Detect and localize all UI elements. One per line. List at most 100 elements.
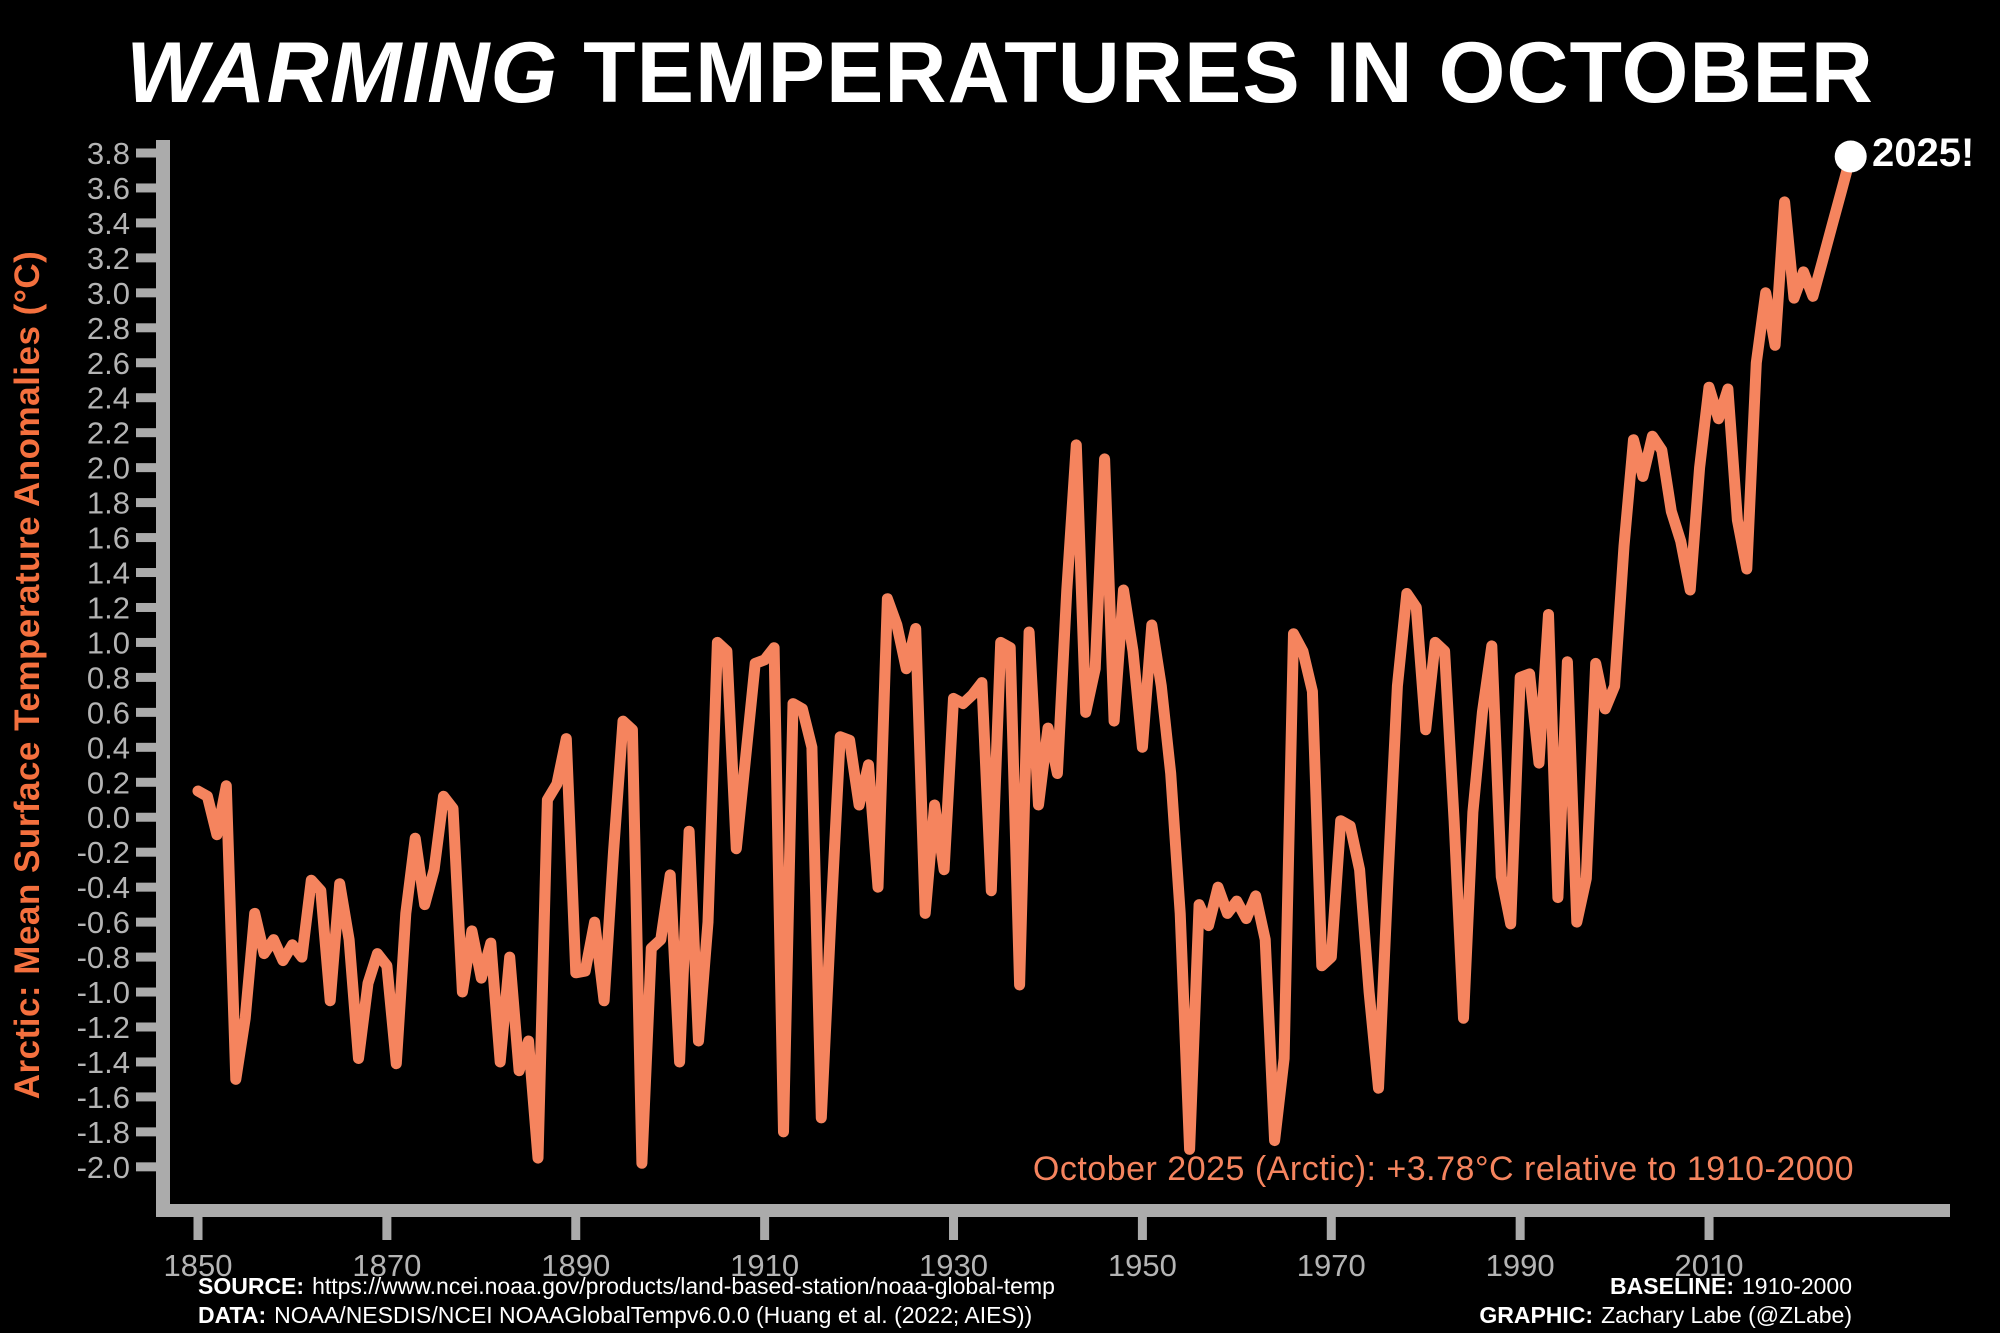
x-tick [193, 1217, 203, 1240]
y-tick-label: 0.6 [87, 695, 130, 730]
y-tick-label: -1.4 [77, 1045, 130, 1080]
y-tick-label: 1.0 [87, 625, 130, 660]
y-tick-label: 3.2 [87, 241, 130, 276]
footer-credit-block: BASELINE: 1910-2000 GRAPHIC: Zachary Labe … [1479, 1272, 1852, 1330]
y-tick [136, 672, 156, 682]
y-tick-label: 1.6 [87, 521, 130, 556]
y-tick [136, 1092, 156, 1102]
y-tick [136, 1057, 156, 1067]
y-tick-label: 2.8 [87, 311, 130, 346]
footer-baseline-line: BASELINE: 1910-2000 [1479, 1272, 1852, 1301]
y-tick [136, 393, 156, 403]
y-tick-label: -0.2 [77, 835, 130, 870]
y-tick-label: 0.4 [87, 730, 130, 765]
x-tick-label: 1990 [1486, 1248, 1555, 1283]
y-tick [136, 288, 156, 298]
y-tick [136, 1127, 156, 1137]
y-tick-label: 0.2 [87, 765, 130, 800]
x-tick [571, 1217, 581, 1240]
y-tick [136, 917, 156, 927]
title-rest: TEMPERATURES IN OCTOBER [558, 25, 1874, 121]
y-tick [136, 1162, 156, 1172]
y-tick-label: -0.8 [77, 940, 130, 975]
y-tick [136, 742, 156, 752]
x-tick [1326, 1217, 1336, 1240]
y-tick-label: 3.0 [87, 276, 130, 311]
footer-source-line: SOURCE: https://www.ncei.noaa.gov/product… [198, 1272, 1055, 1301]
x-tick-label: 1950 [1108, 1248, 1177, 1283]
y-tick [136, 568, 156, 578]
source-value: https://www.ncei.noaa.gov/products/land-… [312, 1273, 1055, 1299]
y-tick [136, 183, 156, 193]
x-tick [382, 1217, 392, 1240]
y-tick [136, 602, 156, 612]
data-value: NOAA/NESDIS/NCEI NOAAGlobalTempv6.0.0 (H… [274, 1302, 1033, 1328]
y-tick-label: 2.6 [87, 346, 130, 381]
y-tick-label: 2.4 [87, 381, 130, 416]
y-tick-label: -0.6 [77, 905, 130, 940]
y-tick [136, 533, 156, 543]
x-tick-label: 1970 [1297, 1248, 1366, 1283]
x-axis-spine [156, 1204, 1950, 1217]
y-tick-label: 3.4 [87, 206, 130, 241]
y-tick [136, 463, 156, 473]
y-tick [136, 428, 156, 438]
x-tick [949, 1217, 959, 1240]
y-tick [136, 218, 156, 228]
annotation-october-2025: October 2025 (Arctic): +3.78°C relative … [1032, 1150, 1854, 1188]
y-tick-label: 1.2 [87, 590, 130, 625]
x-tick-label: 1890 [541, 1248, 610, 1283]
y-tick-label: 2.2 [87, 416, 130, 451]
y-tick-label: -0.4 [77, 870, 130, 905]
footer-graphic-line: GRAPHIC: Zachary Labe (@ZLabe) [1479, 1301, 1852, 1330]
endpoint-dot [1834, 140, 1867, 173]
graphic-label: GRAPHIC: [1479, 1302, 1594, 1328]
y-axis-label: Arctic: Mean Surface Temperature Anomali… [8, 250, 47, 1100]
y-tick [136, 812, 156, 822]
y-tick-label: 1.8 [87, 486, 130, 521]
y-tick-label: -1.2 [77, 1010, 130, 1045]
y-tick [136, 323, 156, 333]
y-tick [136, 952, 156, 962]
y-tick [136, 987, 156, 997]
y-tick-label: -1.8 [77, 1115, 130, 1150]
title-warming: WARMING [126, 25, 559, 121]
x-tick-label: 1930 [919, 1248, 988, 1283]
x-tick-label: 1910 [730, 1248, 799, 1283]
y-tick-label: 2.0 [87, 451, 130, 486]
y-tick [136, 847, 156, 857]
y-tick-label: 1.4 [87, 556, 130, 591]
y-tick [136, 358, 156, 368]
y-tick [136, 882, 156, 892]
y-tick [136, 148, 156, 158]
y-axis-spine [156, 140, 170, 1217]
y-tick [136, 498, 156, 508]
x-tick-label: 2010 [1675, 1248, 1744, 1283]
y-tick-label: -1.0 [77, 975, 130, 1010]
x-tick [1704, 1217, 1714, 1240]
y-tick-label: -1.6 [77, 1080, 130, 1115]
source-label: SOURCE: [198, 1273, 305, 1299]
y-tick-label: -2.0 [77, 1150, 130, 1185]
x-tick [1137, 1217, 1147, 1240]
baseline-value: 1910-2000 [1742, 1273, 1852, 1299]
footer-data-line: DATA: NOAA/NESDIS/NCEI NOAAGlobalTempv6.0… [198, 1301, 1055, 1330]
y-tick [136, 777, 156, 787]
footer-source-block: SOURCE: https://www.ncei.noaa.gov/product… [198, 1272, 1055, 1330]
y-tick-label: 3.6 [87, 171, 130, 206]
graphic-value: Zachary Labe (@ZLabe) [1601, 1302, 1852, 1328]
y-tick-label: 0.8 [87, 660, 130, 695]
y-tick-label: 3.8 [87, 136, 130, 171]
x-tick-label: 1870 [352, 1248, 421, 1283]
y-tick [136, 707, 156, 717]
baseline-label: BASELINE: [1610, 1273, 1734, 1299]
y-tick [136, 253, 156, 263]
x-tick-label: 1850 [164, 1248, 233, 1283]
endpoint-year-label: 2025! [1872, 131, 1975, 175]
x-tick [1515, 1217, 1525, 1240]
y-tick [136, 1022, 156, 1032]
anomaly-line [192, 151, 1857, 1169]
x-tick [760, 1217, 770, 1240]
